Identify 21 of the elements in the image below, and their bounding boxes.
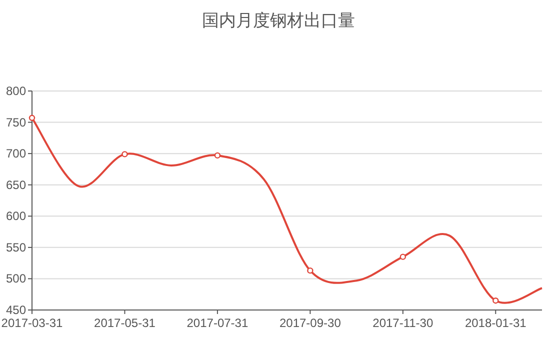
- x-tick-label: 2017-07-31: [186, 316, 248, 330]
- y-tick-label: 650: [6, 178, 26, 192]
- point: [28, 114, 36, 122]
- y-tick-label: 550: [6, 240, 26, 254]
- point: [214, 152, 221, 159]
- point: [492, 298, 499, 304]
- y-tick-label: 800: [6, 84, 26, 98]
- y-tick-label: 450: [6, 303, 26, 317]
- point: [400, 254, 406, 260]
- y-tick-label: 750: [6, 115, 26, 130]
- chart-title: 国内月度钢材出口量: [202, 11, 355, 30]
- x-tick-label: 2017-03-31: [1, 316, 64, 330]
- x-tick-label: 2017-09-30: [279, 316, 342, 330]
- point: [307, 267, 314, 274]
- y-tick-label: 700: [6, 146, 26, 161]
- x-tick-label: 2017-05-31: [94, 316, 156, 330]
- point: [122, 151, 128, 158]
- x-tick-label: 2017-11-30: [372, 316, 434, 330]
- y-tick-label: 500: [6, 272, 26, 286]
- y-tick-label: 600: [6, 209, 26, 224]
- x-tick-label: 2018-01-31: [464, 316, 527, 330]
